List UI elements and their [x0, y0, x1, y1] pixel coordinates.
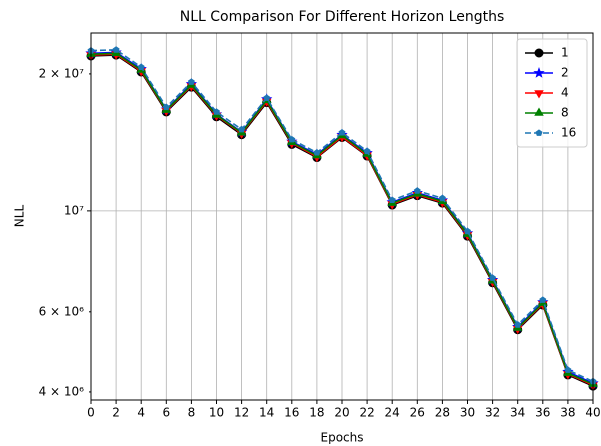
legend-label: 1 — [561, 46, 569, 60]
x-tick-label: 6 — [162, 406, 170, 420]
marker — [438, 194, 446, 202]
marker — [137, 63, 145, 70]
marker — [288, 135, 296, 143]
x-tick-label: 22 — [359, 406, 374, 420]
x-tick-label: 28 — [435, 406, 450, 420]
x-tick-label: 0 — [87, 406, 95, 420]
x-tick-label: 30 — [460, 406, 475, 420]
x-tick-label: 40 — [585, 406, 600, 420]
legend-label: 2 — [561, 66, 569, 80]
legend: 1 2 4 8 16 — [516, 38, 588, 148]
plot-frame — [90, 32, 594, 401]
x-tick-label: 32 — [485, 406, 500, 420]
legend-marker — [535, 129, 543, 136]
x-tick-label: 26 — [410, 406, 425, 420]
legend-label: 16 — [561, 126, 576, 140]
x-tick-label: 8 — [188, 406, 196, 420]
marker — [464, 227, 471, 235]
marker — [489, 274, 497, 281]
y-tick-label: 4 × 10⁶ — [39, 384, 85, 398]
y-tick-label: 6 × 10⁶ — [39, 304, 85, 318]
marker — [162, 103, 170, 111]
marker — [539, 296, 547, 303]
x-tick-label: 12 — [234, 406, 249, 420]
x-tick-label: 20 — [334, 406, 349, 420]
legend-label: 8 — [561, 106, 569, 120]
y-tick-label: 10⁷ — [64, 203, 84, 217]
x-tick-label: 34 — [510, 406, 525, 420]
legend-marker — [534, 90, 544, 99]
marker — [564, 366, 572, 373]
legend-marker — [534, 107, 544, 116]
x-tick-label: 2 — [112, 406, 120, 420]
x-axis-label: Epochs — [321, 431, 364, 445]
marker — [363, 147, 371, 155]
marker — [213, 108, 220, 115]
x-tick-label: 10 — [209, 406, 224, 420]
x-tick-label: 24 — [385, 406, 400, 420]
marker — [338, 128, 346, 136]
marker — [187, 78, 195, 85]
x-tick-label: 36 — [535, 406, 550, 420]
marker — [313, 148, 321, 156]
chart-title: NLL Comparison For Different Horizon Len… — [180, 9, 504, 25]
x-tick-label: 14 — [259, 406, 274, 420]
y-tick-label: 2 × 10⁷ — [39, 66, 85, 80]
marker — [514, 321, 522, 328]
x-tick-label: 16 — [284, 406, 299, 420]
y-axis-label: NLL — [13, 205, 27, 228]
x-tick-label: 38 — [560, 406, 575, 420]
legend-label: 4 — [561, 86, 569, 100]
marker — [263, 94, 271, 101]
x-tick-label: 4 — [137, 406, 145, 420]
marker — [388, 196, 396, 203]
marker — [238, 125, 246, 133]
series-line — [90, 48, 594, 383]
legend-marker — [533, 67, 545, 78]
legend-marker — [534, 48, 544, 58]
marker — [413, 187, 421, 194]
marker — [112, 46, 120, 53]
x-tick-label: 18 — [309, 406, 324, 420]
